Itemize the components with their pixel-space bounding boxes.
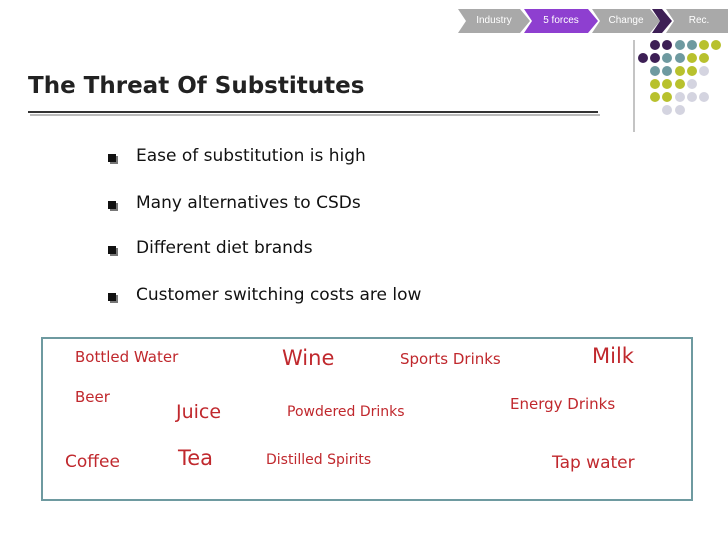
dot-grid [638,40,721,115]
substitute: Milk [592,344,634,368]
substitute: Tea [178,446,214,470]
substitute: Juice [176,401,222,423]
tab-shape [458,9,530,33]
slide-title: The Threat Of Substitutes [28,73,365,99]
nav-tab[interactable]: Rec. [688,15,710,26]
bullet-icon [108,246,116,254]
bullet-text: Ease of substitution is high [136,146,366,166]
substitute: Sports Drinks [400,350,501,368]
tab-shape [592,9,660,33]
substitutes-box [41,337,693,501]
substitute: Beer [75,388,110,406]
tab-shape [652,9,672,33]
substitute: Coffee [65,452,120,472]
tab-shape-active [524,9,598,33]
bullet-text: Customer switching costs are low [136,285,422,305]
tab-shape [666,9,728,33]
substitute: Wine [282,346,335,370]
substitute: Tap water [552,453,635,473]
substitute: Energy Drinks [510,395,616,413]
substitute: Powdered Drinks [287,404,405,420]
nav-tab[interactable]: Industry [476,15,512,26]
nav-tab[interactable]: Change [608,15,644,26]
bullet-icon [108,154,116,162]
bullet-text: Different diet brands [136,238,313,258]
bullet-text: Many alternatives to CSDs [136,193,361,213]
substitute: Bottled Water [75,348,179,366]
nav-tab[interactable]: 5 forces [543,15,579,26]
bullet-icon [108,293,116,301]
bullet-icon [108,201,116,209]
substitute: Distilled Spirits [266,452,372,468]
